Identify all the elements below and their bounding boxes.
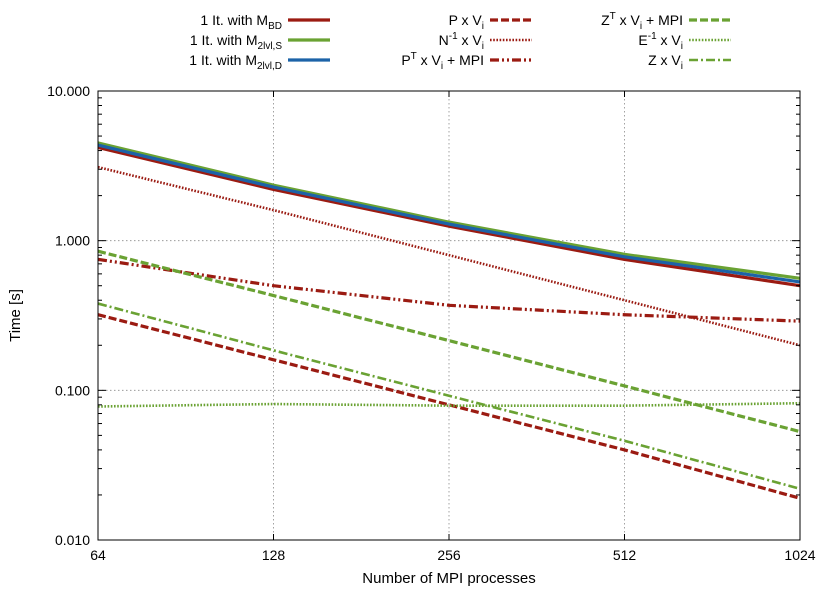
x-tick-label: 1024 <box>784 547 815 563</box>
grid <box>98 91 800 540</box>
y-axis-label: Time [s] <box>7 289 24 342</box>
legend-entry-7: ZT x Vi + MPI <box>601 11 731 32</box>
legend-entry-5: N-1 x Vi <box>439 31 532 52</box>
y-tick-label: 1.000 <box>55 233 90 249</box>
series-line-3 <box>97 143 801 284</box>
legend-entry-1: 1 It. with MBD <box>200 12 330 32</box>
legend-entry-3: 1 It. with M2lvl,D <box>189 52 330 72</box>
legend-entry-9: Z x Vi <box>648 52 731 72</box>
axis-ticks: 64 128 256 512 1024 0.010 0.100 1.000 10.000 <box>47 83 816 563</box>
legend-label: N-1 x Vi <box>439 31 484 52</box>
x-tick-label: 128 <box>262 547 286 563</box>
legend-entry-2: 1 It. with M2lvl,S <box>190 32 330 52</box>
legend-label: E-1 x Vi <box>638 31 683 52</box>
y-tick-label: 10.000 <box>47 83 90 99</box>
legend-label: P x Vi <box>449 12 484 32</box>
legend-entry-4: P x Vi <box>449 12 532 32</box>
series-lines <box>97 141 801 500</box>
legend-label: PT x Vi + MPI <box>401 51 484 72</box>
legend-label: Z x Vi <box>648 52 683 72</box>
x-axis-label: Number of MPI processes <box>362 570 535 587</box>
x-tick-label: 256 <box>437 547 461 563</box>
y-tick-label: 0.100 <box>55 382 90 398</box>
y-tick-label: 0.010 <box>55 532 90 548</box>
legend-label: 1 It. with M2lvl,D <box>189 52 282 72</box>
legend-entry-8: E-1 x Vi <box>638 31 731 52</box>
x-tick-label: 64 <box>90 547 106 563</box>
x-tick-label: 512 <box>613 547 637 563</box>
series-line-4 <box>97 313 801 500</box>
legend-entry-6: PT x Vi + MPI <box>401 51 532 72</box>
legend-label: 1 It. with MBD <box>200 12 282 32</box>
legend-label: ZT x Vi + MPI <box>601 11 683 32</box>
legend-label: 1 It. with M2lvl,S <box>190 32 282 52</box>
